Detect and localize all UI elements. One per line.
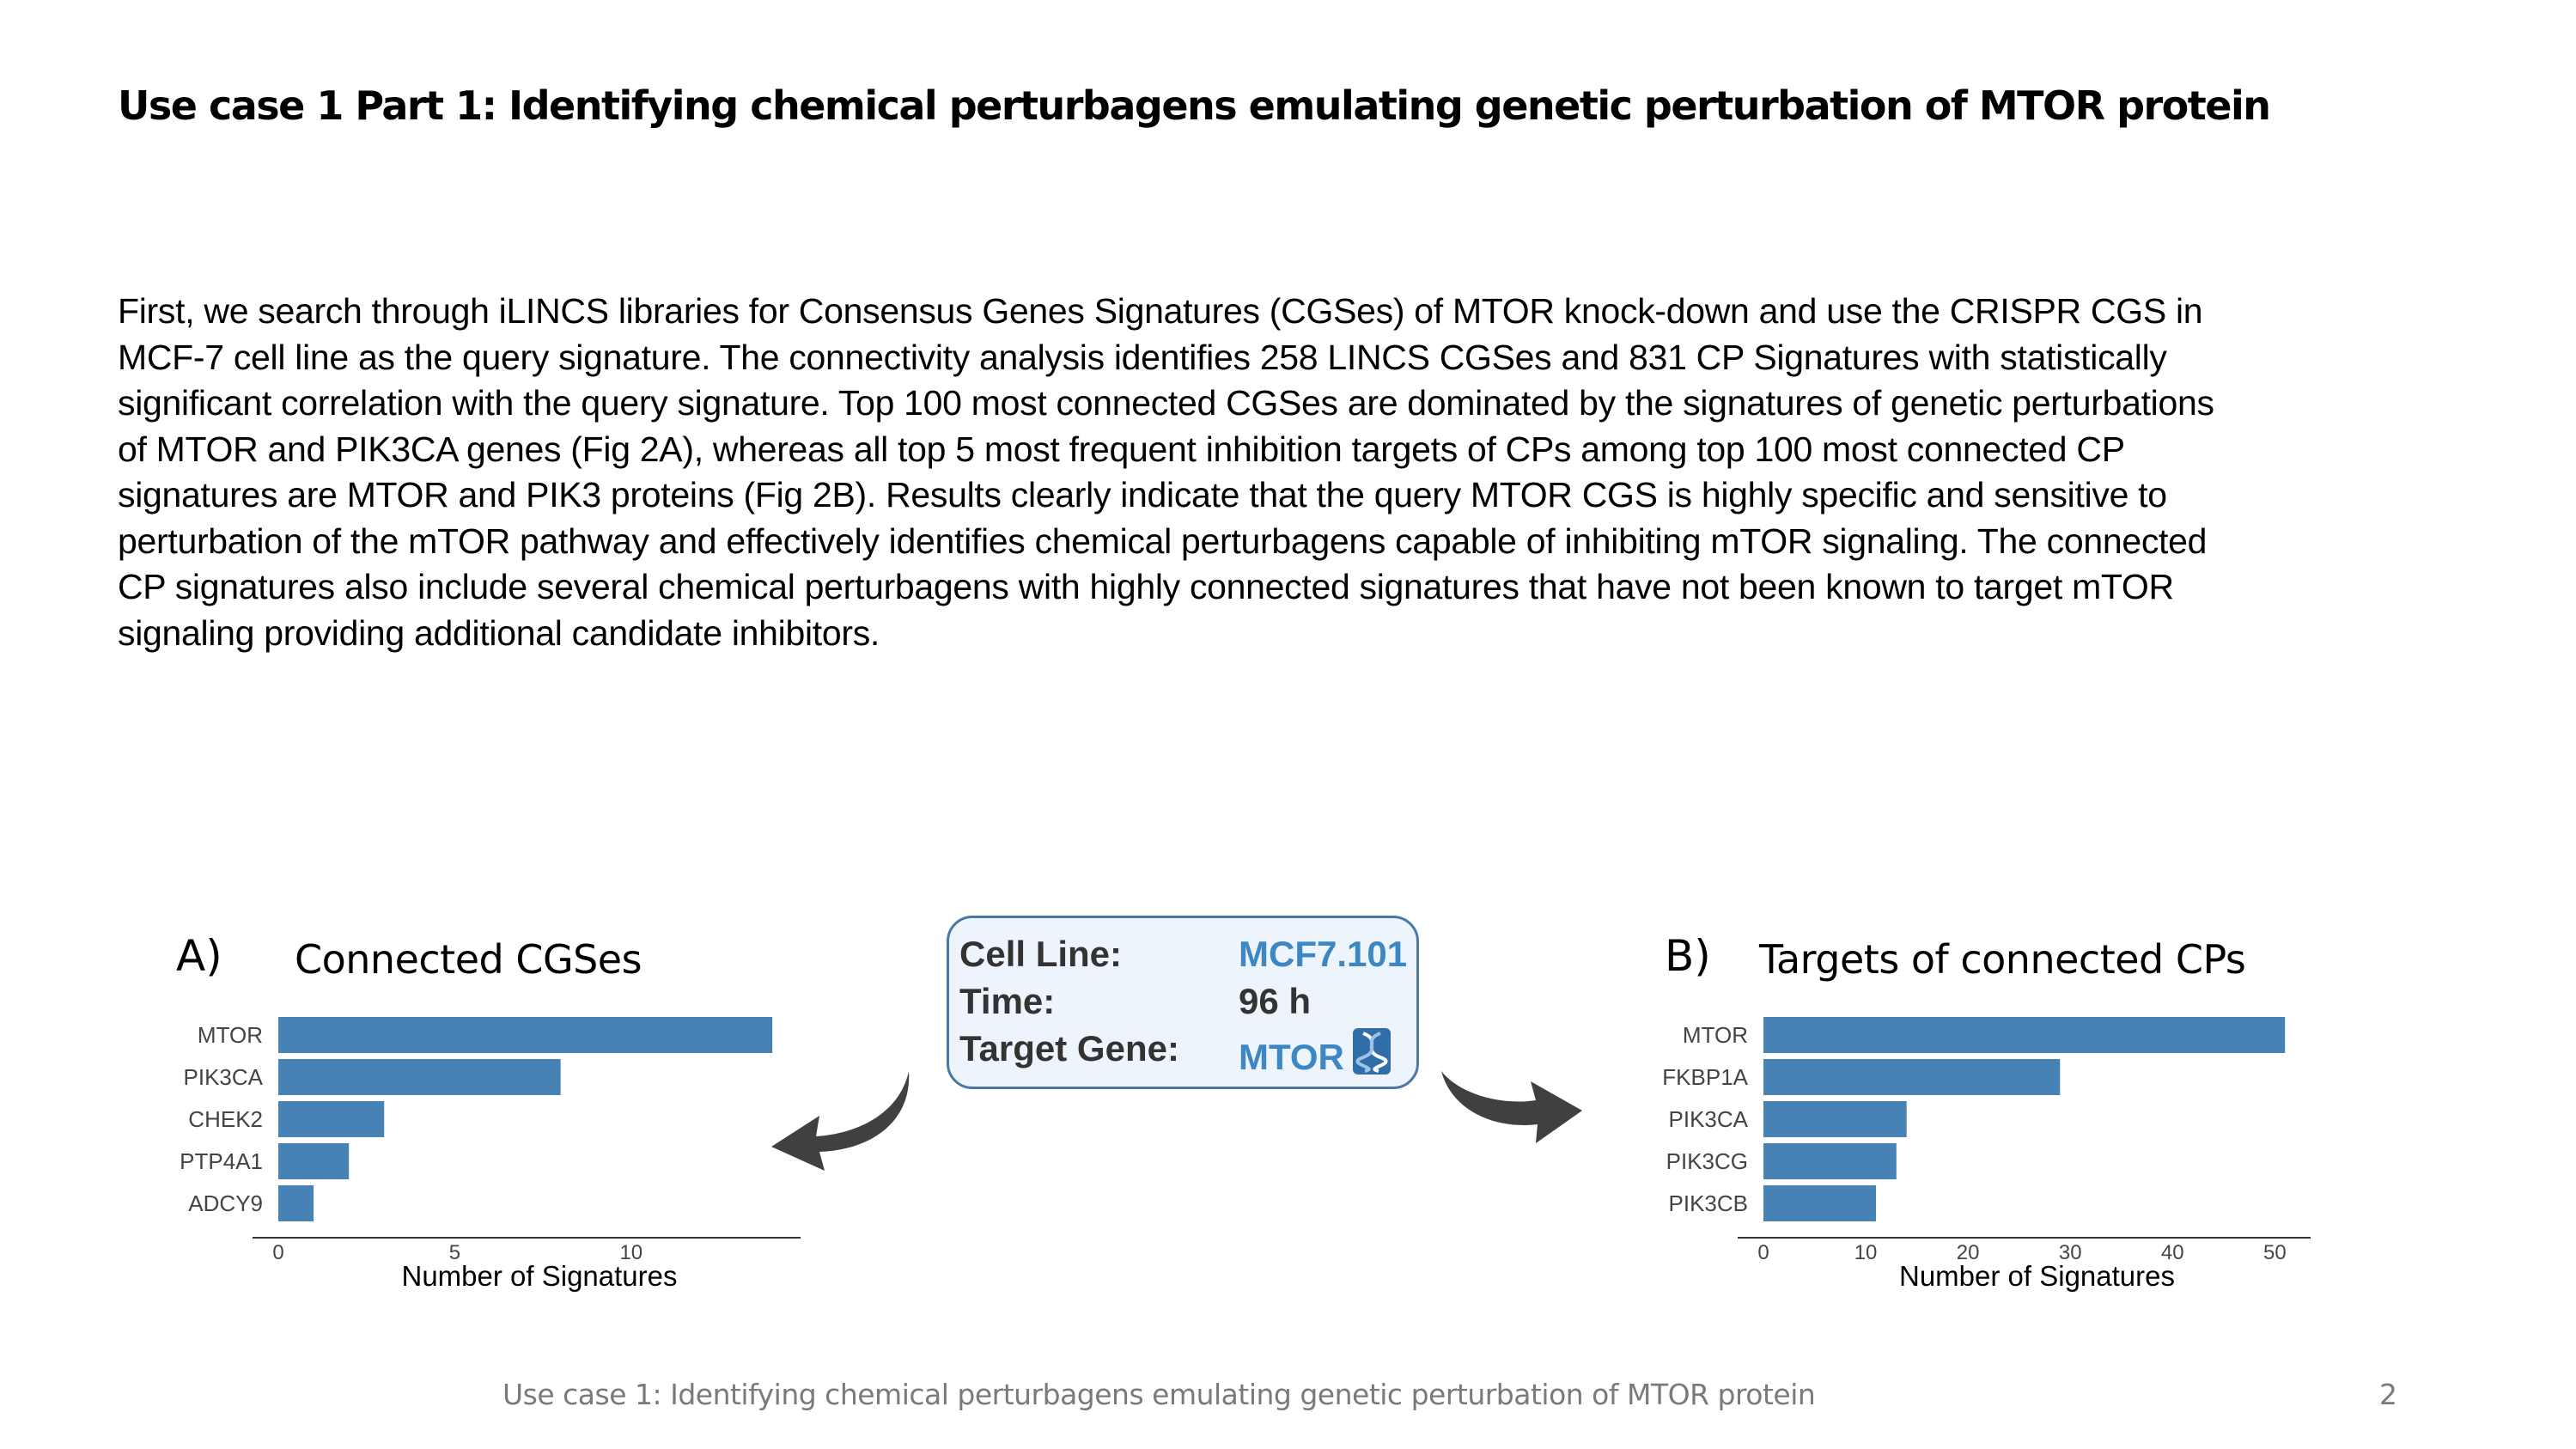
cell-line-row: Cell Line: MCF7.101 [949,934,1416,980]
chart-a-bar [278,1017,773,1053]
chart-a-category-label: MTOR [198,1022,263,1048]
body-line: signatures are MTOR and PIK3 proteins (F… [118,475,2167,514]
time-row: Time: 96 h [949,981,1416,1027]
chart-b-bar [1763,1185,1876,1221]
chart-b-tick-label: 0 [1757,1241,1769,1264]
chart-a-category-label: PTP4A1 [180,1148,263,1174]
chart-b-category-label: PIK3CB [1669,1190,1749,1216]
chart-a-x-axis-label: Number of Signatures [402,1260,678,1292]
dna-icon[interactable] [1352,1028,1391,1075]
chart-a-category-label: ADCY9 [188,1190,263,1216]
chart-b-bar [1763,1143,1897,1179]
chart-a-tick-label: 5 [449,1241,460,1264]
right-curved-arrow-icon [1441,1071,1582,1143]
body-line: perturbation of the mTOR pathway and eff… [118,521,2208,561]
time-value: 96 h [1239,981,1312,1021]
chart-b-category-label: PIK3CG [1666,1148,1748,1174]
body-line: MCF-7 cell line as the query signature. … [118,337,2167,377]
target-gene-label: Target Gene: [959,1028,1179,1068]
time-label: Time: [959,981,1056,1021]
target-gene-row: Target Gene: MTOR [949,1028,1416,1078]
chart-b-category-label: PIK3CA [1669,1106,1749,1132]
chart-a-bar [278,1143,350,1179]
footer-text: Use case 1: Identifying chemical perturb… [502,1378,1816,1411]
target-gene-link[interactable]: MTOR [1239,1037,1344,1077]
chart-b-tick-label: 20 [1957,1241,1980,1264]
body-line: of MTOR and PIK3CA genes (Fig 2A), where… [118,429,2125,469]
slide-title: Use case 1 Part 1: Identifying chemical … [118,82,2271,129]
body-paragraph: First, we search through iLINCS librarie… [118,289,2437,656]
target-gene-value: MTOR [1239,1028,1391,1078]
chart-a-bar [278,1101,385,1137]
chart-b-bar [1763,1101,1907,1137]
body-line: First, we search through iLINCS librarie… [118,291,2203,331]
body-line: significant correlation with the query s… [118,383,2214,423]
cell-line-link[interactable]: MCF7.101 [1239,934,1408,974]
chart-b-tick-label: 50 [2263,1241,2287,1264]
cell-line-label: Cell Line: [959,934,1123,974]
chart-a-category-label: PIK3CA [184,1064,264,1090]
chart-b-category-label: FKBP1A [1662,1064,1748,1090]
left-curved-arrow-icon [771,1071,910,1171]
chart-b-tick-label: 30 [2059,1241,2082,1264]
chart-b-category-label: MTOR [1683,1022,1748,1048]
chart-a-category-label: CHEK2 [188,1106,263,1132]
panel-a-title: Connected CGSes [295,936,642,983]
body-line: CP signatures also include several chemi… [118,567,2174,606]
chart-b-tick-label: 10 [1854,1241,1878,1264]
panel-a-letter: A) [176,931,222,981]
chart-b-tick-label: 40 [2161,1241,2184,1264]
chart-b: MTOR FKBP1A PIK3CA PIK3CG PIK3CB 0 10 20 30 40 50 N… [1662,1017,2311,1292]
chart-a-tick-label: 0 [272,1241,283,1264]
chart-b-bar [1763,1059,2061,1095]
panel-b-title: Targets of connected CPs [1759,936,2246,983]
chart-a-tick-label: 10 [619,1241,642,1264]
panel-b-letter: B) [1665,931,1711,981]
chart-a-bar [278,1185,314,1221]
query-signature-box: Cell Line: MCF7.101 Time: 96 h Target Ge… [947,916,1419,1089]
body-line: signaling providing additional candidate… [118,612,880,653]
chart-b-bar [1763,1017,2286,1053]
chart-a-bar [278,1059,561,1095]
page-number: 2 [2379,1378,2397,1411]
chart-b-x-axis-label: Number of Signatures [1899,1260,2175,1292]
